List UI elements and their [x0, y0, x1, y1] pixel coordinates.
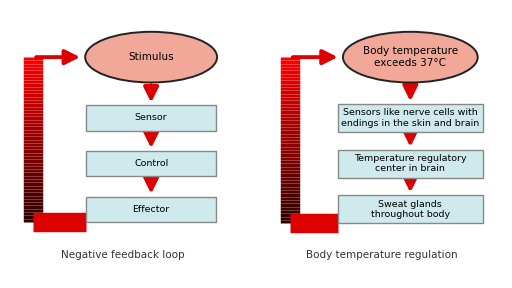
FancyBboxPatch shape	[338, 104, 482, 132]
Text: Control: Control	[134, 159, 168, 168]
Text: Sweat glands
throughout body: Sweat glands throughout body	[371, 200, 450, 219]
FancyBboxPatch shape	[338, 195, 482, 223]
Text: Sensor: Sensor	[135, 113, 167, 122]
Text: Body temperature regulation: Body temperature regulation	[306, 250, 457, 260]
Text: Effector: Effector	[133, 205, 170, 214]
FancyBboxPatch shape	[87, 196, 216, 222]
Text: Temperature regulatory
center in brain: Temperature regulatory center in brain	[354, 154, 466, 173]
Text: Sensors like nerve cells with
endings in the skin and brain: Sensors like nerve cells with endings in…	[341, 108, 479, 128]
Text: Body temperature
exceeds 37°C: Body temperature exceeds 37°C	[363, 46, 458, 68]
FancyBboxPatch shape	[338, 150, 482, 177]
Ellipse shape	[343, 32, 478, 82]
Ellipse shape	[85, 32, 217, 82]
FancyBboxPatch shape	[87, 151, 216, 176]
Text: Stimulus: Stimulus	[129, 52, 174, 62]
FancyBboxPatch shape	[87, 105, 216, 131]
Text: Negative feedback loop: Negative feedback loop	[61, 250, 185, 260]
